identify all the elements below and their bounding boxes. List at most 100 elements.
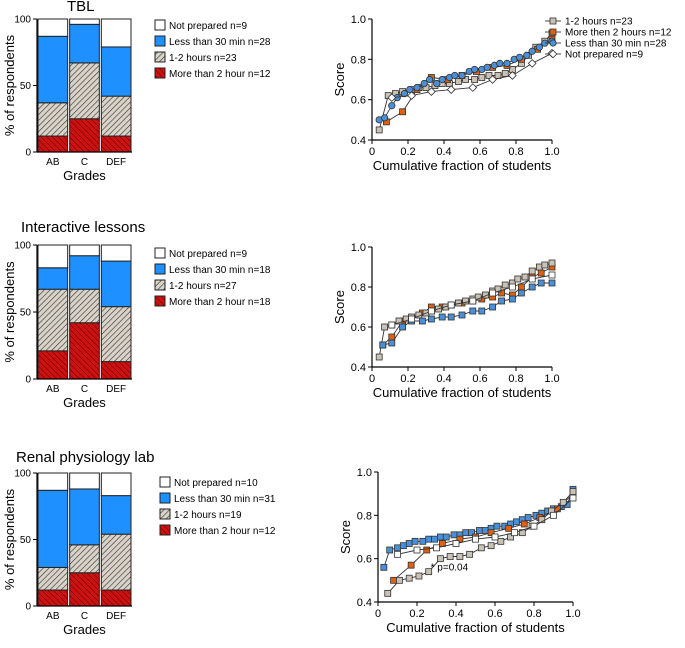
data-point — [508, 295, 516, 303]
data-point — [528, 267, 536, 275]
data-point — [450, 531, 458, 539]
x-tick-label: 0.4 — [448, 608, 463, 620]
bar-c-more — [69, 322, 100, 380]
y-tick-label: 0.4 — [351, 135, 366, 147]
bar-ab-1-2 — [37, 566, 69, 591]
bar-ab-1-2 — [37, 102, 69, 137]
data-point — [489, 303, 497, 311]
bar-ab-more — [37, 589, 69, 607]
legend-label: Less than 30 min n=28 — [169, 37, 271, 48]
x-tick-label: 0 — [375, 608, 381, 620]
x-tick-label: 0.4 — [436, 146, 451, 158]
data-point — [511, 529, 518, 537]
y-tick-label: 0.6 — [351, 95, 366, 107]
data-point — [423, 546, 431, 554]
data-point — [527, 59, 537, 68]
y-tick-label: 0.4 — [351, 362, 366, 374]
legend-swatch — [154, 35, 166, 47]
data-point — [528, 47, 536, 55]
data-point — [528, 283, 536, 291]
y-tick-label: 0 — [25, 148, 31, 159]
chart-title: Interactive lessons — [21, 219, 145, 236]
data-point — [468, 529, 476, 537]
data-point — [550, 511, 557, 519]
y-tick-label: 0.8 — [351, 54, 366, 66]
data-point — [518, 283, 525, 291]
y-tick-label: 0.8 — [357, 510, 372, 522]
data-point — [419, 537, 427, 545]
data-point — [425, 568, 433, 576]
data-point — [488, 75, 497, 84]
data-point — [474, 293, 482, 301]
legend-swatch — [159, 476, 171, 488]
data-point — [485, 72, 493, 79]
y-tick-label: 1.0 — [351, 14, 366, 26]
bar-ab-not — [37, 18, 69, 37]
p-value-annotation: * p=0.04 — [431, 563, 469, 574]
bar-def-1-2 — [100, 95, 132, 137]
legend-label: Not prepared n=9 — [169, 249, 248, 260]
y-tick-label: 1.0 — [351, 242, 366, 254]
data-point — [537, 279, 545, 287]
y-tick-label: 0 — [25, 602, 31, 613]
bar-def-not — [100, 472, 132, 497]
y-axis-label: Score — [338, 520, 353, 554]
data-point — [436, 555, 444, 563]
data-point — [415, 572, 423, 580]
data-point — [524, 514, 532, 521]
legend-label: More then 2 hours n=12 — [565, 28, 672, 39]
data-point — [396, 576, 403, 584]
data-point — [477, 544, 485, 552]
legend-swatch — [159, 492, 171, 504]
y-axis-label: % of respondents — [2, 261, 17, 363]
data-point — [501, 70, 509, 77]
data-point — [528, 275, 536, 283]
x-axis-label: Cumulative fraction of students — [373, 385, 552, 400]
y-tick-label: 0.6 — [351, 322, 366, 334]
data-point — [408, 315, 416, 323]
data-point — [384, 589, 392, 597]
x-tick-label: 1.0 — [544, 373, 559, 385]
data-point — [469, 307, 477, 315]
data-point — [399, 108, 407, 116]
data-point — [471, 76, 479, 83]
data-point — [400, 90, 408, 98]
data-point — [394, 550, 401, 558]
legend-swatch — [154, 295, 166, 307]
data-point — [386, 546, 394, 554]
data-point — [405, 540, 413, 547]
data-point — [530, 522, 538, 530]
data-point — [489, 289, 497, 297]
data-point — [413, 83, 421, 92]
y-tick-label: 100 — [14, 15, 31, 26]
y-tick-label: 100 — [14, 241, 31, 252]
x-tick-label: AB — [46, 384, 60, 395]
bar-ab-less — [37, 489, 69, 568]
data-point — [438, 313, 446, 321]
bar-ab-less — [37, 267, 69, 290]
data-point — [399, 542, 407, 550]
data-point — [537, 269, 545, 277]
x-tick-label: 0.8 — [508, 373, 523, 385]
data-point — [470, 65, 479, 74]
bar-ab-more — [37, 135, 69, 153]
x-tick-label: 1.0 — [565, 608, 580, 620]
data-point — [514, 275, 522, 283]
bar-def-more — [100, 589, 132, 607]
chart-title: Renal physiology lab — [16, 449, 154, 466]
data-point — [390, 576, 398, 584]
data-point — [451, 71, 459, 80]
x-axis-label: Grades — [63, 622, 106, 637]
x-tick-label: C — [81, 384, 88, 395]
data-point — [418, 317, 426, 325]
series-line-1 — [393, 493, 574, 581]
x-tick-label: C — [81, 611, 88, 622]
x-tick-label: 0 — [369, 373, 375, 385]
data-point — [380, 114, 389, 122]
data-point — [387, 93, 397, 103]
data-point — [456, 535, 464, 543]
data-point — [454, 78, 462, 85]
data-point — [515, 53, 524, 61]
